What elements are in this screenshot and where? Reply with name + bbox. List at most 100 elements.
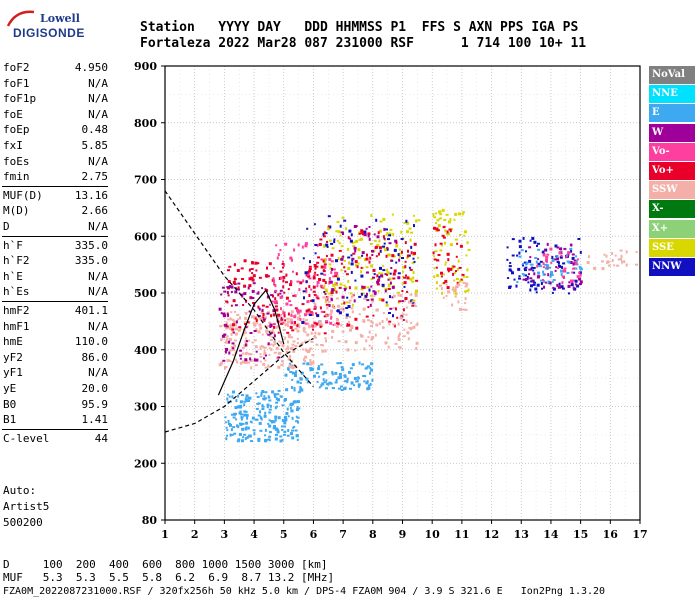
data-point [542, 266, 545, 269]
data-point [348, 286, 351, 290]
data-point [261, 287, 264, 290]
data-point [325, 387, 328, 390]
data-point [376, 283, 380, 286]
data-point [517, 267, 521, 271]
data-point [462, 274, 465, 278]
data-point [440, 271, 443, 275]
data-point [536, 242, 540, 245]
data-point [369, 382, 372, 386]
data-point [329, 280, 333, 284]
data-point [245, 299, 248, 303]
data-point [322, 296, 326, 299]
data-point [415, 219, 418, 223]
data-point [275, 397, 278, 401]
data-point [261, 390, 265, 393]
data-point [553, 258, 557, 261]
data-point [290, 321, 294, 325]
data-point [230, 304, 233, 307]
data-point [350, 326, 354, 329]
data-point [331, 371, 334, 374]
data-point [435, 281, 438, 285]
x-tick-label: 3 [221, 528, 229, 541]
data-point [283, 291, 286, 294]
legend-item: SSE [649, 238, 695, 257]
data-point [320, 323, 324, 326]
data-point [277, 389, 281, 392]
data-point [397, 338, 401, 341]
data-point [283, 419, 287, 423]
data-point [268, 366, 271, 368]
data-point [353, 225, 357, 228]
data-point [340, 385, 343, 388]
data-point [376, 244, 380, 247]
data-point [563, 267, 567, 270]
data-point [536, 283, 540, 287]
data-point [370, 278, 374, 281]
data-point [443, 219, 447, 221]
data-point [239, 327, 242, 330]
data-point [289, 403, 293, 407]
data-point [247, 286, 250, 290]
data-point [436, 274, 440, 278]
curve-trace-solid [217, 289, 285, 396]
data-point [388, 242, 392, 245]
data-point [340, 323, 343, 327]
param-value: 86.0 [81, 350, 109, 364]
data-point [323, 273, 327, 276]
data-point [226, 393, 229, 396]
data-point [323, 284, 326, 288]
data-point [379, 229, 382, 233]
data-point [370, 320, 373, 323]
data-point [458, 266, 462, 269]
data-point [270, 348, 273, 352]
data-point [441, 234, 445, 237]
data-point [447, 258, 450, 262]
data-point [338, 241, 341, 244]
data-point [227, 280, 231, 283]
data-point [232, 390, 235, 394]
data-point [392, 272, 396, 276]
data-point [233, 277, 236, 281]
data-point [436, 219, 440, 222]
data-point [236, 313, 240, 316]
data-point [361, 254, 364, 257]
data-point [343, 375, 347, 378]
data-point [304, 322, 308, 325]
data-point [386, 232, 389, 235]
data-point [299, 388, 302, 392]
data-point [367, 384, 370, 388]
data-point [228, 395, 231, 398]
data-point [300, 371, 304, 375]
data-point [251, 315, 254, 319]
data-point [268, 408, 272, 411]
data-point [362, 319, 366, 323]
data-point [302, 329, 305, 333]
data-point [326, 240, 328, 243]
data-point [343, 219, 347, 222]
data-point [455, 278, 459, 280]
data-point [397, 301, 400, 304]
data-point [349, 239, 353, 243]
data-point [377, 290, 380, 293]
x-tick-label: 6 [310, 528, 318, 541]
data-point [375, 218, 378, 222]
data-point [346, 324, 349, 327]
data-point [287, 415, 290, 418]
data-point [323, 315, 327, 318]
data-point [242, 422, 245, 425]
data-point [347, 320, 350, 324]
data-point [340, 257, 344, 261]
data-point [266, 289, 269, 293]
data-point [218, 363, 222, 367]
data-point [385, 303, 389, 307]
data-point [445, 283, 448, 286]
data-point [262, 362, 266, 366]
data-point [400, 314, 403, 317]
data-point [220, 293, 223, 296]
data-point [360, 232, 363, 235]
logo-swoosh-icon [6, 8, 36, 28]
data-point [290, 409, 293, 413]
data-point [377, 278, 381, 282]
data-point [254, 345, 258, 349]
data-point [354, 349, 357, 352]
